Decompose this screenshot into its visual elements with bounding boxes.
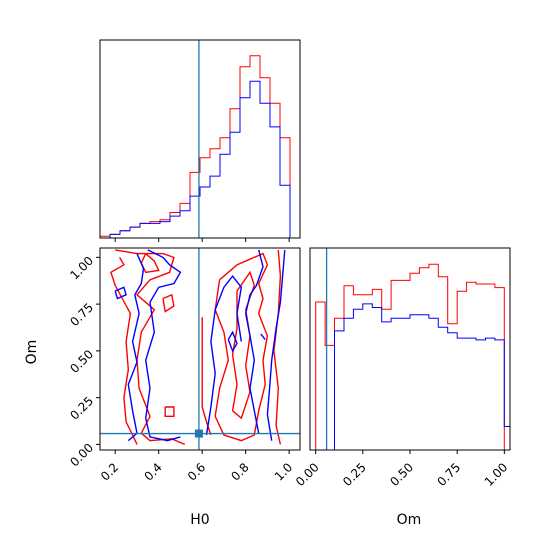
y-axis-label-Om: Om [24, 340, 40, 365]
contour-red-1 [110, 257, 138, 445]
x-axis-label-H0: H0 [190, 512, 209, 528]
panel-frame [99, 247, 301, 451]
x-ticks-Om: 0.00 0.25 0.50 0.75 1.00 [293, 450, 510, 489]
contour-blue-11 [114, 286, 127, 300]
contour-red-3 [214, 252, 269, 442]
x-tick-label: 0.2 [98, 460, 121, 483]
hist-H0-panel [99, 39, 301, 242]
x-tick-label: 1.00 [482, 460, 511, 489]
x-tick-label: 0.8 [228, 460, 251, 483]
x-tick-label: 0.75 [434, 460, 463, 489]
contour-blue-14 [266, 249, 286, 441]
contour-red-0 [115, 249, 186, 446]
contour-blue-13 [244, 249, 264, 434]
y-tick-label: 0.25 [67, 394, 96, 423]
x-tick-label: 1.0 [272, 460, 295, 483]
x-ticks-H0: 0.2 0.4 0.6 0.8 1.0 [98, 450, 295, 484]
x-ticks-H0-top [114, 238, 290, 242]
contour-blue-15 [227, 330, 238, 353]
contour-red-8 [201, 317, 212, 436]
x-tick-label: 0.50 [387, 460, 416, 489]
contour-red-6 [162, 293, 175, 313]
y-ticks-Om: 0.00 0.25 0.50 0.75 1.00 [67, 254, 100, 470]
hist-series-red [310, 263, 510, 451]
x-tick-label: 0.25 [340, 460, 369, 489]
hist-series-blue [310, 303, 510, 451]
x-axis-label-Om: Om [397, 512, 422, 528]
x-tick-label: 0.00 [293, 460, 322, 489]
truth-marker [194, 429, 203, 438]
axis-labels: H0 Om Om [24, 340, 421, 528]
y-tick-label: 0.75 [67, 300, 96, 329]
y-tick-label: 1.00 [67, 254, 96, 283]
hist-series-red [100, 55, 300, 239]
y-tick-label: 0.00 [67, 441, 96, 470]
contour-red-2 [140, 253, 160, 274]
contour-red-7 [164, 406, 175, 417]
hist-Om-panel: 0.00 0.25 0.50 0.75 1.00 [293, 247, 511, 489]
contour-blue-10 [144, 249, 182, 442]
contour-blue-9 [127, 253, 145, 442]
contour-red-5 [273, 249, 282, 445]
x-tick-label: 0.6 [185, 460, 208, 483]
contour-blue-16 [260, 333, 266, 341]
y-tick-label: 0.50 [67, 347, 96, 376]
contour-group [110, 249, 286, 446]
contour-blue-12 [205, 274, 243, 436]
x-tick-label: 0.4 [141, 460, 164, 483]
hist-series-blue [100, 80, 300, 239]
panel-frame [99, 39, 301, 239]
scatter-H0-Om-panel: 0.2 0.4 0.6 0.8 1.0 0.00 0.25 0.50 0.75 1.00 [67, 247, 301, 484]
